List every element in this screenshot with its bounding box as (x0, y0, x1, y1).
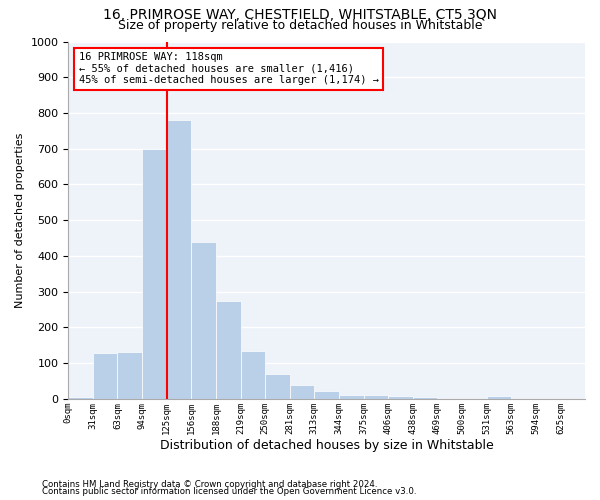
Bar (68, 397, 93, 399)
Bar (265, 374, 290, 399)
Text: Contains public sector information licensed under the Open Government Licence v3: Contains public sector information licen… (42, 487, 416, 496)
Bar (290, 386, 314, 399)
Bar (487, 396, 511, 399)
Text: Contains HM Land Registry data © Crown copyright and database right 2024.: Contains HM Land Registry data © Crown c… (42, 480, 377, 489)
Bar (142, 148, 167, 399)
X-axis label: Distribution of detached houses by size in Whitstable: Distribution of detached houses by size … (160, 440, 494, 452)
Text: 16, PRIMROSE WAY, CHESTFIELD, WHITSTABLE, CT5 3QN: 16, PRIMROSE WAY, CHESTFIELD, WHITSTABLE… (103, 8, 497, 22)
Bar (364, 394, 388, 399)
Bar (93, 353, 118, 399)
Bar (388, 396, 413, 399)
Bar (191, 242, 216, 399)
Bar (216, 300, 241, 399)
Bar (339, 394, 364, 399)
Bar (167, 120, 191, 399)
Text: Size of property relative to detached houses in Whitstable: Size of property relative to detached ho… (118, 19, 482, 32)
Y-axis label: Number of detached properties: Number of detached properties (15, 132, 25, 308)
Text: 16 PRIMROSE WAY: 118sqm
← 55% of detached houses are smaller (1,416)
45% of semi: 16 PRIMROSE WAY: 118sqm ← 55% of detache… (79, 52, 379, 86)
Bar (413, 397, 437, 399)
Bar (241, 350, 265, 399)
Bar (314, 391, 339, 399)
Bar (118, 352, 142, 399)
